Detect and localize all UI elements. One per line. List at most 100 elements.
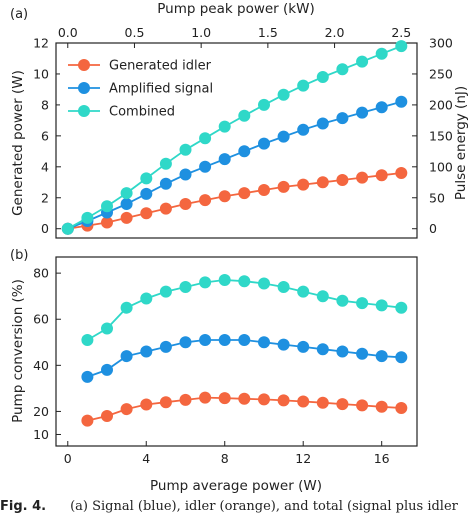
data-point	[199, 160, 212, 173]
data-point	[101, 363, 113, 376]
data-point	[316, 176, 329, 189]
data-point	[101, 216, 113, 229]
y2-tick-label: 250	[429, 66, 453, 81]
caption-label: Fig. 4.	[0, 499, 47, 514]
data-point	[297, 178, 310, 191]
data-point	[159, 340, 172, 353]
y-axis-title-a: Generated power (W)	[10, 70, 26, 216]
y2-tick-label: 300	[429, 36, 453, 51]
data-point	[61, 222, 74, 235]
data-point	[375, 47, 388, 60]
data-point	[159, 285, 172, 298]
data-point	[356, 171, 369, 184]
data-point	[179, 143, 192, 156]
data-point	[179, 336, 192, 349]
data-point	[218, 190, 231, 203]
data-point	[316, 396, 329, 409]
data-point	[258, 393, 270, 406]
data-point	[140, 207, 153, 220]
data-point	[218, 274, 231, 286]
data-point	[120, 350, 133, 363]
y-tick-label: 4	[41, 159, 49, 174]
y-tick-label: 8	[41, 97, 49, 112]
data-point	[199, 132, 212, 145]
y2-tick-label: 50	[429, 190, 445, 205]
x2-tick-label: 1.0	[191, 25, 211, 40]
legend-entry: Generated idler	[109, 59, 212, 74]
y2-tick-label: 100	[429, 159, 453, 174]
data-point	[336, 112, 349, 125]
data-point	[395, 402, 408, 414]
data-point	[238, 109, 251, 122]
data-point	[316, 117, 329, 130]
y-tick-label: 10	[33, 427, 49, 442]
data-point	[159, 202, 172, 215]
y2-tick-label: 0	[429, 221, 437, 236]
data-point	[238, 392, 251, 405]
data-point	[81, 334, 94, 346]
data-point	[336, 174, 349, 186]
data-point	[199, 334, 212, 346]
data-point	[179, 281, 192, 293]
data-point	[277, 180, 290, 193]
data-point	[238, 145, 251, 158]
data-point	[159, 157, 172, 170]
data-point	[395, 167, 408, 179]
data-point	[120, 187, 133, 200]
data-point	[356, 347, 369, 360]
data-point	[258, 277, 270, 290]
data-point	[101, 200, 113, 213]
data-point	[336, 294, 349, 307]
figure-caption: Fig. 4. (a) Signal (blue), idler (orange)…	[0, 499, 474, 517]
x-tick-label: 0	[64, 451, 72, 466]
top-axis-title: Pump peak power (kW)	[157, 1, 314, 17]
data-point	[336, 398, 349, 411]
data-point	[356, 297, 369, 310]
data-point	[140, 292, 153, 305]
data-point	[179, 393, 192, 406]
data-point	[375, 101, 388, 114]
data-point	[356, 399, 369, 412]
data-point	[297, 395, 310, 408]
data-point	[101, 322, 113, 335]
y-tick-label: 20	[33, 404, 49, 419]
data-point	[336, 63, 349, 76]
data-point	[277, 130, 290, 143]
y2-tick-label: 150	[429, 128, 453, 143]
panel-frame	[55, 256, 418, 447]
series-layer	[61, 40, 408, 427]
data-point	[120, 403, 133, 416]
data-point	[159, 396, 172, 409]
data-point	[395, 95, 408, 108]
panel-frames	[55, 42, 418, 447]
x2-tick-label: 2.0	[325, 25, 345, 40]
data-point	[258, 98, 270, 111]
y-tick-label: 2	[41, 190, 49, 205]
data-point	[120, 211, 133, 224]
data-point	[218, 153, 231, 166]
data-point	[356, 55, 369, 68]
x2-tick-label: 2.5	[391, 25, 411, 40]
data-point	[238, 275, 251, 288]
x-tick-label: 8	[221, 451, 229, 466]
data-point	[336, 345, 349, 358]
x-axis-title: Pump average power (W)	[150, 478, 322, 494]
x2-tick-label: 0.0	[58, 25, 78, 40]
data-point	[120, 301, 133, 314]
y-axis-title-b: Pump conversion (%)	[10, 279, 26, 423]
data-point	[81, 211, 94, 224]
data-point	[356, 106, 369, 119]
data-point	[316, 290, 329, 303]
data-point	[199, 194, 212, 207]
y-tick-label: 40	[33, 358, 49, 373]
y-tick-label: 12	[33, 36, 49, 51]
legend-swatch-marker	[78, 59, 90, 71]
caption-text: (a) Signal (blue), idler (orange), and t…	[70, 499, 458, 514]
data-point	[218, 334, 231, 346]
x2-tick-label: 1.5	[258, 25, 278, 40]
series-line-generated-idler	[67, 172, 402, 230]
data-point	[297, 340, 310, 353]
panel-tag: (b)	[10, 248, 28, 263]
data-point	[375, 169, 388, 182]
